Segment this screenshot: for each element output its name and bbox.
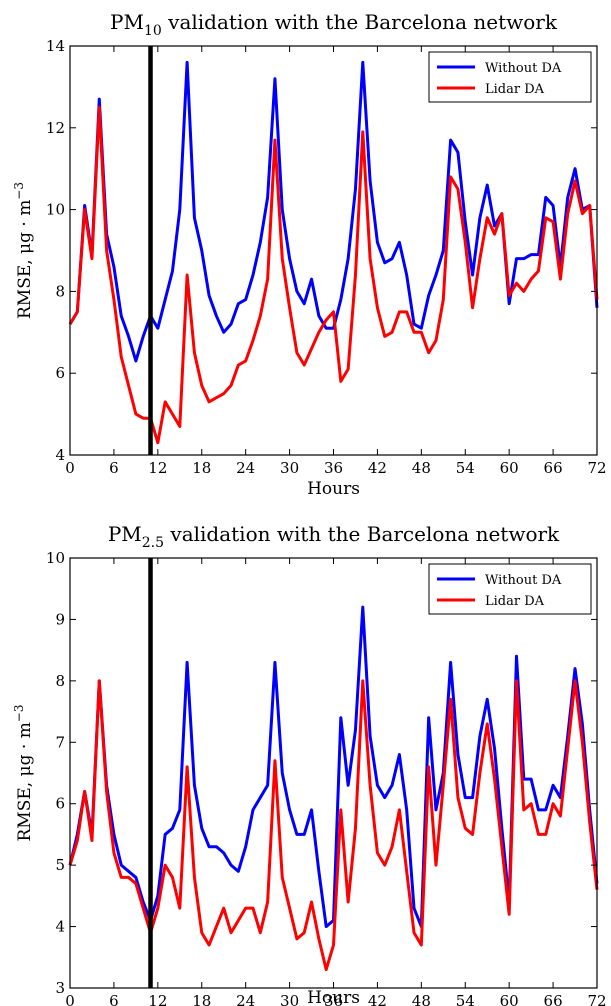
- c0-x-tick-label-12: 72: [587, 459, 606, 477]
- c1-title-subscript: 2.5: [142, 535, 164, 551]
- c0-x-tick-label-11: 66: [544, 459, 563, 477]
- c1-x-tick-label-2: 12: [148, 992, 167, 1006]
- c0-y-tick-label-3: 10: [46, 201, 65, 219]
- c0-y-tick-label-0: 4: [55, 446, 65, 464]
- c1-legend-label-0: Without DA: [485, 573, 562, 588]
- c0-legend-label-0: Without DA: [485, 61, 562, 76]
- c1-x-tick-label-0: 0: [65, 992, 75, 1006]
- c0-x-tick-label-9: 54: [456, 459, 475, 477]
- c1-y-tick-label-4: 7: [55, 733, 65, 751]
- c0-y-tick-label-5: 14: [46, 37, 65, 55]
- c1-title-rest: validation with the Barcelona network: [164, 522, 560, 546]
- c0-y-tick-label-1: 6: [55, 364, 65, 382]
- c0-x-tick-label-5: 30: [280, 459, 299, 477]
- c0-legend-box: [428, 51, 592, 103]
- c1-x-tick-label-8: 48: [412, 992, 431, 1006]
- c1-y-tick-label-1: 4: [55, 918, 65, 936]
- c1-x-tick-label-7: 42: [368, 992, 387, 1006]
- c0-legend: Without DA Lidar DA: [428, 51, 592, 103]
- c0-x-axis-label: Hours: [307, 479, 360, 499]
- c1-x-tick-label-1: 6: [109, 992, 119, 1006]
- pm10-chart: PM10 validation with the Barcelona netwo…: [12, 10, 607, 499]
- c0-x-tick-label-8: 48: [412, 459, 431, 477]
- c1-y-tick-label-2: 5: [55, 856, 65, 874]
- c1-x-tick-label-6: 36: [324, 992, 343, 1006]
- c0-title-subscript: 10: [144, 23, 162, 39]
- c0-x-tick-label-4: 24: [236, 459, 255, 477]
- c1-x-tick-label-3: 18: [192, 992, 211, 1006]
- c0-x-tick-label-7: 42: [368, 459, 387, 477]
- c0-y-label-main: RMSE, μg · m: [15, 200, 35, 319]
- c1-y-axis-label: RMSE, μg · m−3: [12, 704, 35, 841]
- c1-y-tick-label-6: 9: [55, 610, 65, 628]
- c0-title-main: PM: [110, 10, 144, 34]
- c1-legend: Without DA Lidar DA: [428, 563, 592, 615]
- pm25-chart: PM2.5 validation with the Barcelona netw…: [12, 522, 607, 1006]
- c0-y-axis-label: RMSE, μg · m−3: [12, 182, 35, 319]
- c1-y-tick-label-3: 6: [55, 795, 65, 813]
- c1-legend-label-1: Lidar DA: [485, 594, 545, 609]
- c1-y-tick-label-7: 10: [46, 549, 65, 567]
- c1-x-tick-label-12: 72: [587, 992, 606, 1006]
- c1-x-tick-label-9: 54: [456, 992, 475, 1006]
- c1-y-label-superscript: −3: [12, 704, 26, 722]
- c1-y-label-main: RMSE, μg · m: [15, 722, 35, 841]
- c0-x-tick-label-3: 18: [192, 459, 211, 477]
- c1-x-tick-label-10: 60: [500, 992, 519, 1006]
- c1-x-tick-label-4: 24: [236, 992, 255, 1006]
- c1-title-main: PM: [108, 522, 142, 546]
- c1-x-tick-label-11: 66: [544, 992, 563, 1006]
- c1-x-axis-label: Hours: [307, 988, 360, 1006]
- c0-x-tick-label-6: 36: [324, 459, 343, 477]
- c1-chart-title: PM2.5 validation with the Barcelona netw…: [108, 522, 560, 551]
- c0-y-label-superscript: −3: [12, 182, 26, 200]
- c0-x-tick-label-2: 12: [148, 459, 167, 477]
- c1-legend-box: [428, 563, 592, 615]
- c0-title-rest: validation with the Barcelona network: [162, 10, 558, 34]
- c1-y-tick-label-0: 3: [55, 979, 65, 997]
- c1-x-tick-label-5: 30: [280, 992, 299, 1006]
- c0-y-tick-label-4: 12: [46, 119, 65, 137]
- c0-y-tick-label-2: 8: [55, 282, 65, 300]
- c0-x-tick-label-0: 0: [65, 459, 75, 477]
- c0-chart-title: PM10 validation with the Barcelona netwo…: [110, 10, 558, 39]
- c0-legend-label-1: Lidar DA: [485, 82, 545, 97]
- c0-x-tick-label-10: 60: [500, 459, 519, 477]
- c0-x-tick-label-1: 6: [109, 459, 119, 477]
- c1-y-tick-label-5: 8: [55, 672, 65, 690]
